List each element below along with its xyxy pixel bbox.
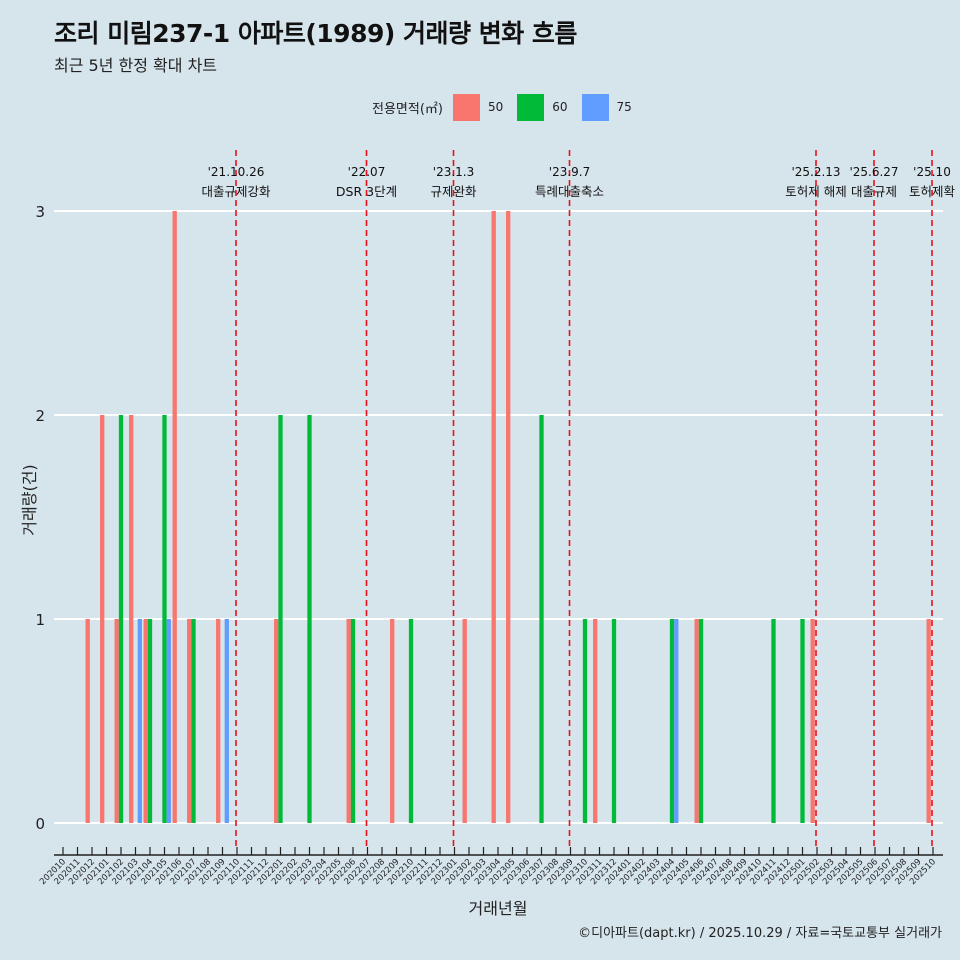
bar-60-202206 xyxy=(350,619,356,823)
event-text-label: 토허제 해제 xyxy=(785,184,846,199)
legend-swatch-60 xyxy=(517,93,545,121)
grid-lines xyxy=(54,210,943,824)
chart-subtitle: 최근 5년 한정 확대 차트 xyxy=(54,56,218,75)
bar-50-202101 xyxy=(100,415,105,823)
bar-75-202103 xyxy=(137,619,142,823)
event-markers: '21.10.26 대출규제강화 '22.07 DSR 3단계 '23.1.3 규제완화 '… xyxy=(201,150,955,850)
bar-60-202104 xyxy=(147,619,153,823)
legend-label-50: 50 xyxy=(487,100,504,114)
event-text-label: DSR 3단계 xyxy=(336,184,397,199)
bar-50-202209 xyxy=(390,619,395,823)
bars xyxy=(85,211,931,823)
event-date-label: '25.10 xyxy=(913,165,951,179)
bar-50-202106 xyxy=(172,211,177,823)
bar-60-202210 xyxy=(408,619,414,823)
legend-title: 전용면적(㎡) xyxy=(372,101,443,117)
bar-50-202406 xyxy=(694,619,699,823)
bar-50-202206 xyxy=(346,619,351,823)
bar-75-202109 xyxy=(224,619,229,823)
chart-title: 조리 미림237-1 아파트(1989) 거래량 변화 흐름 xyxy=(54,19,577,48)
bar-60-202406 xyxy=(698,619,704,823)
y-tick-label: 1 xyxy=(35,611,45,629)
event-date-label: '23.9.7 xyxy=(549,165,590,179)
legend-label-60: 60 xyxy=(552,100,568,114)
bar-60-202203 xyxy=(307,415,312,823)
bar-50-202304 xyxy=(491,211,496,823)
bar-50-202102 xyxy=(114,619,119,823)
bar-50-202302 xyxy=(462,619,467,823)
bar-60-202107 xyxy=(191,619,196,823)
bar-50-202311 xyxy=(593,619,598,823)
legend-item-75: 75 xyxy=(581,93,632,121)
bar-60-202201 xyxy=(278,415,283,823)
bar-60-202105 xyxy=(162,415,167,823)
bar-75-202105 xyxy=(166,619,171,823)
bar-50-202201 xyxy=(274,619,279,823)
y-tick-label: 0 xyxy=(35,815,45,833)
bar-75-202404 xyxy=(674,619,679,823)
bar-60-202404 xyxy=(669,619,675,823)
bar-50-202109 xyxy=(216,619,221,823)
bar-50-202103 xyxy=(129,415,134,823)
legend: 전용면적(㎡) 50 60 75 xyxy=(372,92,646,122)
legend-item-50: 50 xyxy=(452,93,504,121)
bar-60-202501 xyxy=(800,619,805,823)
legend-label-75: 75 xyxy=(616,100,632,114)
x-axis-label: 거래년월 xyxy=(469,899,528,918)
bar-60-202411 xyxy=(771,619,776,823)
event-text-label: 규제완화 xyxy=(430,184,477,199)
bar-60-202102 xyxy=(118,415,124,823)
y-tick-label: 2 xyxy=(35,407,45,425)
event-text-label: 토허제확 xyxy=(909,184,956,199)
bar-60-202312 xyxy=(611,619,617,823)
bar-50-202502 xyxy=(810,619,815,823)
bar-50-202107 xyxy=(187,619,192,823)
event-date-label: '23.1.3 xyxy=(433,165,474,179)
legend-item-60: 60 xyxy=(517,93,568,121)
legend-swatch-50 xyxy=(452,93,480,121)
footer-credit: ©디아파트(dapt.kr) / 2025.10.29 / 자료=국토교통부 실… xyxy=(578,926,942,941)
legend-swatch-75 xyxy=(581,93,609,121)
event-date-label: '25.6.27 xyxy=(849,165,898,179)
event-date-label: '25.2.13 xyxy=(791,165,840,179)
bar-50-202104 xyxy=(143,619,148,823)
bar-50-202510 xyxy=(926,619,931,823)
bar-50-202305 xyxy=(506,211,511,823)
bar-60-202307 xyxy=(539,415,544,823)
event-text-label: 대출규제 xyxy=(851,184,897,199)
event-date-label: '22.07 xyxy=(348,165,386,179)
event-date-label: '21.10.26 xyxy=(208,165,265,179)
y-axis-label: 거래량(건) xyxy=(20,464,39,535)
axes: 0123202010202011202012202101202102202103… xyxy=(35,203,943,887)
bar-60-202310 xyxy=(582,619,588,823)
y-tick-label: 3 xyxy=(35,203,45,221)
event-text-label: 대출규제강화 xyxy=(201,184,271,199)
bar-50-202012 xyxy=(85,619,90,823)
event-text-label: 특례대출축소 xyxy=(535,184,604,199)
